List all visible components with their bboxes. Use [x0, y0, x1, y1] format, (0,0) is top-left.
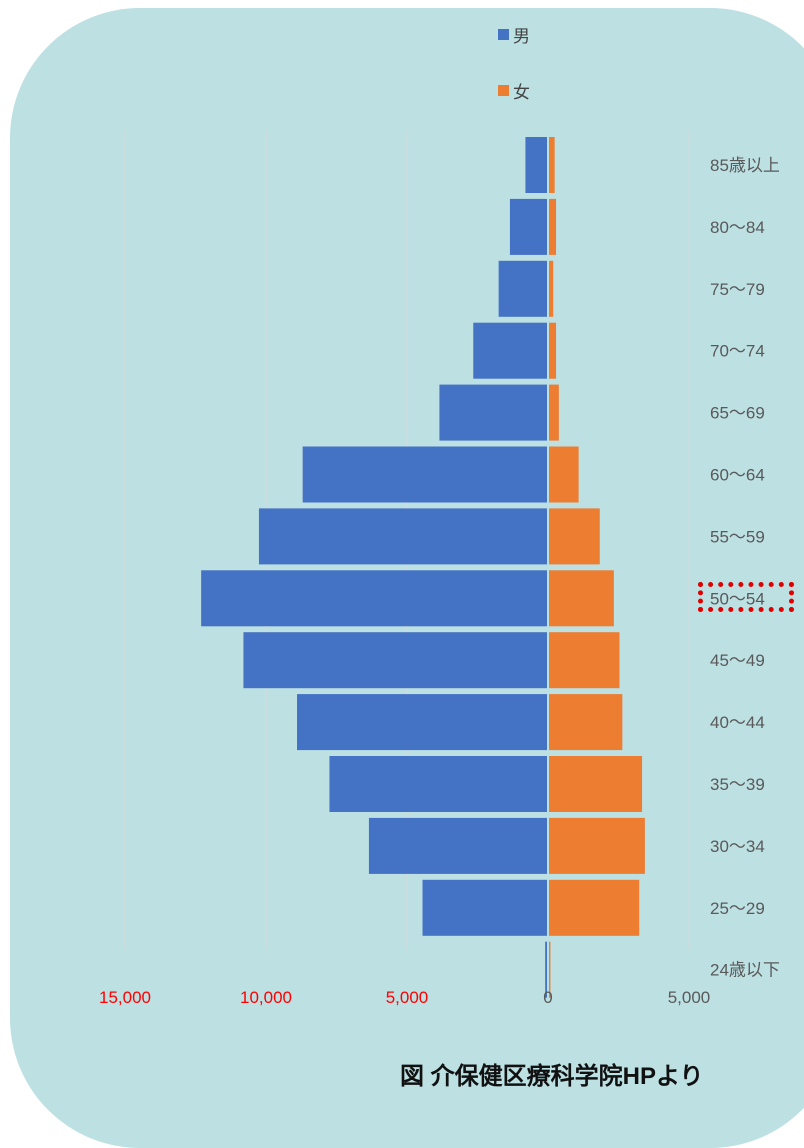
category-label-12: 25〜29	[710, 899, 765, 918]
bar-female-3	[549, 322, 557, 379]
bar-female-1	[549, 198, 557, 255]
category-label-9: 40〜44	[710, 713, 765, 732]
bar-male-3	[473, 322, 547, 379]
bar-male-6	[258, 508, 547, 565]
bar-female-11	[549, 817, 645, 874]
bar-male-4	[439, 384, 547, 441]
bar-female-10	[549, 756, 643, 812]
bars	[201, 137, 645, 998]
bar-male-0	[525, 137, 547, 193]
population-pyramid-chart: 85歳以上 80〜84 75〜79 70〜74 65〜69 60〜64 55〜59 50〜54…	[99, 130, 780, 1007]
legend-label-male: 男	[513, 27, 530, 46]
legend-item-female: 女	[498, 78, 530, 103]
x-tick-label-4: 5,000	[668, 988, 711, 1007]
bar-female-2	[549, 260, 554, 317]
category-label-6: 55〜59	[710, 527, 765, 546]
category-label-3: 70〜74	[710, 342, 765, 361]
bar-female-9	[549, 694, 623, 751]
x-tick-label-2: 5,000	[386, 988, 429, 1007]
x-axis-ticks: 15,000 10,000 5,000 0 5,000	[99, 988, 710, 1007]
category-label-0: 85歳以上	[710, 156, 780, 175]
bar-male-11	[368, 817, 547, 874]
legend-item-male: 男	[498, 22, 530, 47]
category-label-4: 65〜69	[710, 404, 765, 423]
bar-male-7	[201, 570, 547, 627]
category-label-8: 45〜49	[710, 651, 765, 670]
category-label-7: 50〜54	[710, 589, 765, 608]
legend-label-female: 女	[513, 83, 530, 102]
bar-female-13	[549, 941, 551, 998]
bar-female-8	[549, 632, 620, 689]
bar-female-7	[549, 570, 614, 627]
x-tick-label-1: 10,000	[240, 988, 292, 1007]
x-tick-label-0: 15,000	[99, 988, 151, 1007]
bar-male-13	[545, 941, 547, 998]
bar-female-6	[549, 508, 600, 565]
category-label-1: 80〜84	[710, 218, 765, 237]
x-tick-label-3: 0	[543, 988, 552, 1007]
bar-female-12	[549, 879, 640, 936]
bar-female-0	[549, 137, 555, 193]
bar-male-12	[422, 879, 547, 936]
legend-swatch-female	[498, 85, 509, 96]
category-label-2: 75〜79	[710, 280, 765, 299]
category-labels: 85歳以上 80〜84 75〜79 70〜74 65〜69 60〜64 55〜59 50〜54…	[710, 156, 780, 980]
highlight-box-50-54	[698, 582, 794, 612]
legend-swatch-male	[498, 29, 509, 40]
bar-male-10	[329, 756, 547, 812]
bar-male-8	[243, 632, 547, 689]
category-label-13: 24歳以下	[710, 961, 780, 980]
bar-male-2	[498, 260, 547, 317]
bar-male-9	[297, 694, 547, 751]
category-label-11: 30〜34	[710, 837, 765, 856]
bar-male-1	[509, 198, 547, 255]
bar-female-5	[549, 446, 579, 503]
bar-female-4	[549, 384, 559, 441]
category-label-10: 35〜39	[710, 775, 765, 794]
category-label-5: 60〜64	[710, 466, 765, 485]
bar-male-5	[302, 446, 547, 503]
